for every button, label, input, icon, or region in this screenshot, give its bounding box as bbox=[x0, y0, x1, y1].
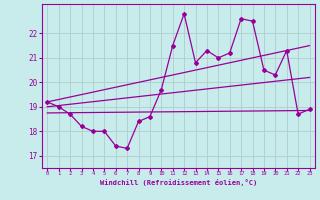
X-axis label: Windchill (Refroidissement éolien,°C): Windchill (Refroidissement éolien,°C) bbox=[100, 179, 257, 186]
